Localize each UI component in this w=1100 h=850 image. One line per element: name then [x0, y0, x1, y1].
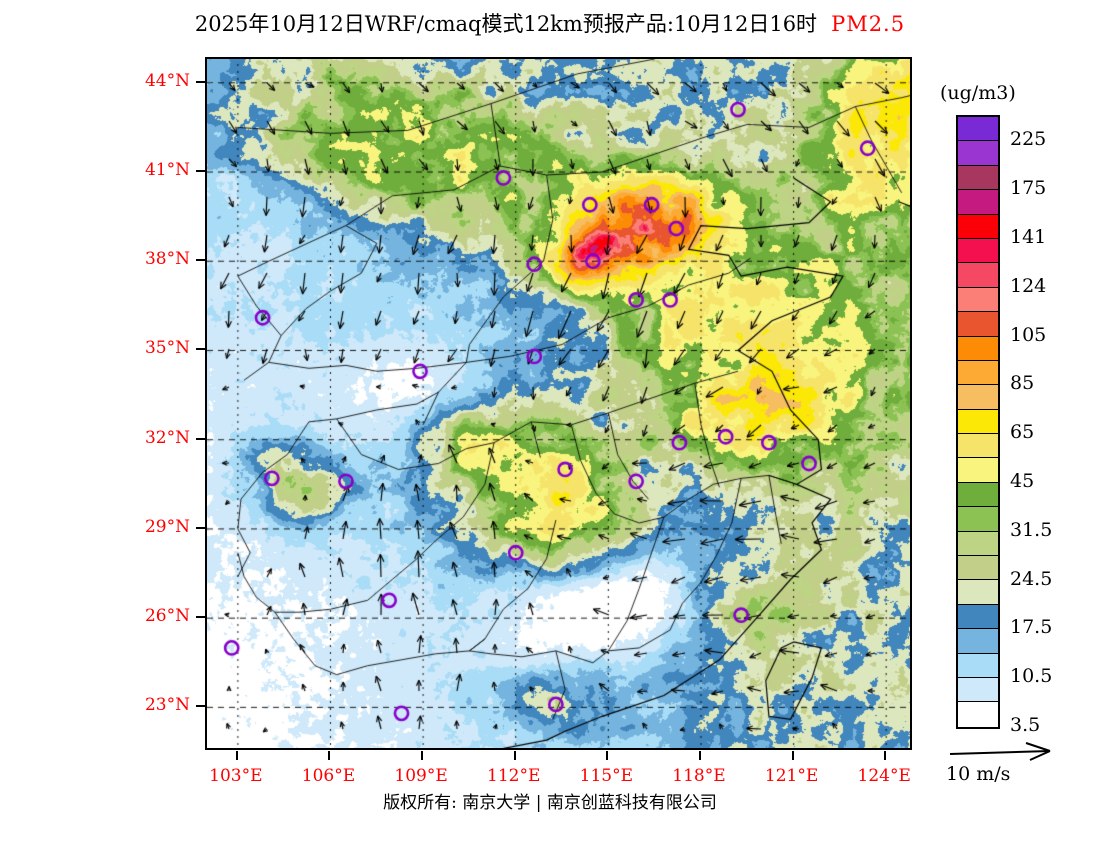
colorbar-band	[958, 336, 998, 361]
colorbar-band	[958, 409, 998, 435]
colorbar-tick-label: 124	[1010, 274, 1047, 297]
colorbar-bands	[956, 115, 1000, 729]
lon-tick-label: 106°E	[301, 766, 356, 786]
lat-tickmark	[196, 437, 205, 440]
wind-scale-legend: 10 m/s	[946, 740, 1096, 785]
copyright-footer: 版权所有: 南京大学 | 南京创蓝科技有限公司	[383, 793, 717, 813]
lat-tickmark	[196, 170, 205, 173]
colorbar-band	[958, 385, 998, 410]
colorbar-band	[958, 677, 998, 703]
colorbar-band	[958, 556, 998, 581]
colorbar-band	[958, 287, 998, 313]
colorbar-band	[958, 482, 998, 508]
colorbar-tick-label: 85	[1010, 372, 1035, 395]
colorbar-tick-label: 175	[1010, 177, 1047, 200]
lat-tick-label: 26°N	[144, 606, 190, 627]
wind-vector-arrow-icon	[949, 742, 1051, 761]
colorbar-band	[958, 507, 998, 532]
lat-tickmark	[196, 259, 205, 262]
colorbar-band	[958, 263, 998, 288]
colorbar-band	[958, 141, 998, 166]
colorbar-band	[958, 604, 998, 630]
colorbar-band	[958, 458, 998, 483]
colorbar-band	[958, 434, 998, 459]
colorbar-band	[958, 238, 998, 264]
colorbar-band	[958, 214, 998, 239]
lon-tick-label: 112°E	[487, 766, 541, 786]
colorbar-band	[958, 117, 998, 142]
colorbar-tick-label: 105	[1010, 323, 1047, 346]
page-title: 2025年10月12日WRF/cmaq模式12km预报产品:10月12日16时 P…	[0, 8, 1100, 38]
lat-tick-label: 23°N	[144, 695, 190, 716]
lon-tick-label: 124°E	[857, 766, 911, 786]
lat-tick-label: 29°N	[144, 516, 190, 537]
colorbar-tick-label: 225	[1010, 128, 1047, 151]
lat-tick-label: 32°N	[144, 427, 190, 448]
colorbar-band	[958, 312, 998, 337]
colorbar-band	[958, 165, 998, 191]
lat-tick-label: 38°N	[144, 249, 190, 270]
colorbar-band	[958, 580, 998, 605]
colorbar-band	[958, 629, 998, 654]
lon-tickmark	[421, 751, 424, 760]
colorbar-band	[958, 531, 998, 557]
colorbar-legend: (ug/m3) 225 175 141 124 105 85 65 45 31.5 24.5 17.…	[940, 82, 1100, 762]
colorbar-tick-label: 45	[1010, 470, 1035, 492]
lon-tickmark	[606, 751, 609, 760]
lat-tickmark	[196, 616, 205, 619]
lon-tickmark	[235, 751, 238, 760]
colorbar-tick-label: 24.5	[1010, 567, 1053, 590]
colorbar-tick-label: 65	[1010, 421, 1035, 444]
lat-tick-label: 41°N	[144, 160, 190, 181]
title-text: 2025年10月12日WRF/cmaq模式12km预报产品:10月12日16时	[194, 12, 818, 36]
lat-tick-label: 44°N	[144, 70, 190, 91]
lon-tick-label: 109°E	[394, 766, 448, 786]
lat-tickmark	[196, 348, 205, 351]
lon-tickmark	[513, 751, 516, 760]
title-species-label: PM2.5	[831, 12, 906, 36]
wind-scale-label: 10 m/s	[946, 763, 1011, 785]
colorbar-tick-label: 3.5	[1010, 714, 1041, 736]
lon-tickmark	[328, 751, 331, 760]
lat-tick-label: 35°N	[144, 338, 190, 359]
lon-tick-label: 115°E	[579, 766, 634, 786]
lat-tickmark	[196, 526, 205, 529]
lon-tickmark	[698, 751, 701, 760]
lat-tickmark	[196, 80, 205, 83]
colorbar-band	[958, 653, 998, 678]
lon-tickmark	[884, 751, 887, 760]
colorbar-tick-label: 17.5	[1010, 616, 1053, 639]
lon-tickmark	[791, 751, 794, 760]
colorbar-tick-label: 10.5	[1010, 665, 1053, 688]
colorbar-tick-label: 141	[1010, 226, 1047, 248]
colorbar-band	[958, 702, 998, 727]
forecast-map[interactable]	[205, 57, 912, 750]
colorbar-units-label: (ug/m3)	[940, 82, 1016, 104]
colorbar-band	[958, 360, 998, 386]
colorbar-tick-label: 31.5	[1010, 518, 1053, 541]
lon-tick-label: 118°E	[672, 766, 726, 786]
colorbar-band	[958, 190, 998, 215]
lat-tickmark	[196, 705, 205, 708]
map-raster-canvas	[207, 59, 910, 748]
lon-tick-label: 103°E	[209, 766, 263, 786]
lon-tick-label: 121°E	[764, 766, 819, 786]
